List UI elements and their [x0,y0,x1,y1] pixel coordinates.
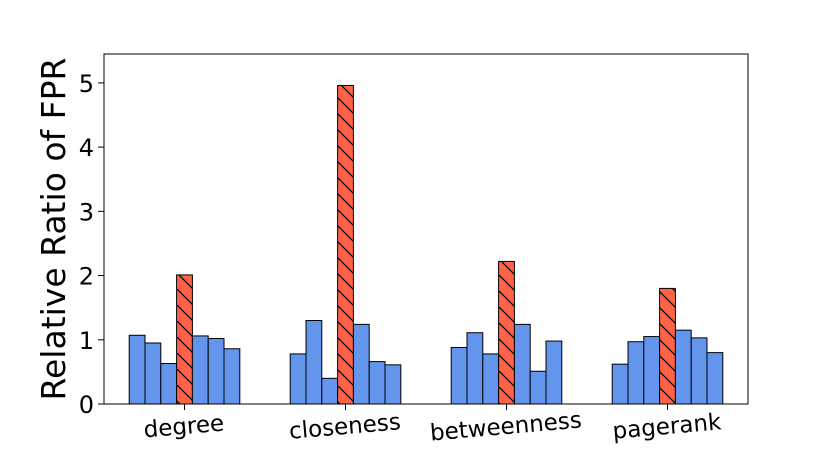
bar-highlight-betweenness [498,260,515,405]
bar-betweenness-4 [513,323,531,405]
bar-betweenness-2 [482,353,500,405]
bar-closeness-4 [352,323,370,405]
bar-betweenness-0 [450,346,468,405]
bar-pagerank-1 [627,341,645,405]
bar-degree-4 [191,335,209,405]
bar-betweenness-5 [529,370,547,405]
y-axis: 0 1 2 3 4 5 [79,70,104,419]
y-tick-label: 1 [79,327,94,355]
bar-highlight-pagerank [659,287,676,405]
bar-highlight-degree [176,274,193,405]
bar-pagerank-5 [690,337,708,405]
bar-degree-0 [128,334,146,405]
bar-degree-2 [160,363,178,405]
bar-betweenness-6 [545,340,563,405]
y-tick-label: 5 [79,70,94,98]
y-tick-label: 3 [79,198,94,226]
x-axis: degree closeness betweenness pagerank [143,404,723,447]
bar-closeness-0 [289,353,307,405]
x-tick-label-pagerank: pagerank [612,409,723,444]
y-tick-label: 2 [79,263,94,291]
bar-pagerank-4 [674,329,692,405]
y-tick-label: 0 [79,391,94,419]
bar-pagerank-0 [611,363,629,405]
plot-frame [103,53,749,405]
bar-highlight-closeness [337,84,354,405]
x-tick-label-betweenness: betweenness [429,407,583,446]
bars-layer [128,84,724,405]
bar-degree-1 [144,342,162,405]
bar-closeness-1 [305,320,323,405]
bar-closeness-5 [368,361,386,405]
bar-closeness-2 [321,377,339,405]
bar-closeness-6 [384,364,402,405]
bar-pagerank-6 [706,352,724,405]
bar-betweenness-1 [466,332,484,405]
x-tick-label-degree: degree [143,411,226,444]
x-tick-label-closeness: closeness [288,409,402,445]
bar-degree-5 [207,338,225,405]
bar-degree-6 [223,348,241,405]
y-axis-label: Relative Ratio of FPR [34,58,73,401]
y-tick-label: 4 [79,134,94,162]
bar-pagerank-2 [643,336,661,405]
